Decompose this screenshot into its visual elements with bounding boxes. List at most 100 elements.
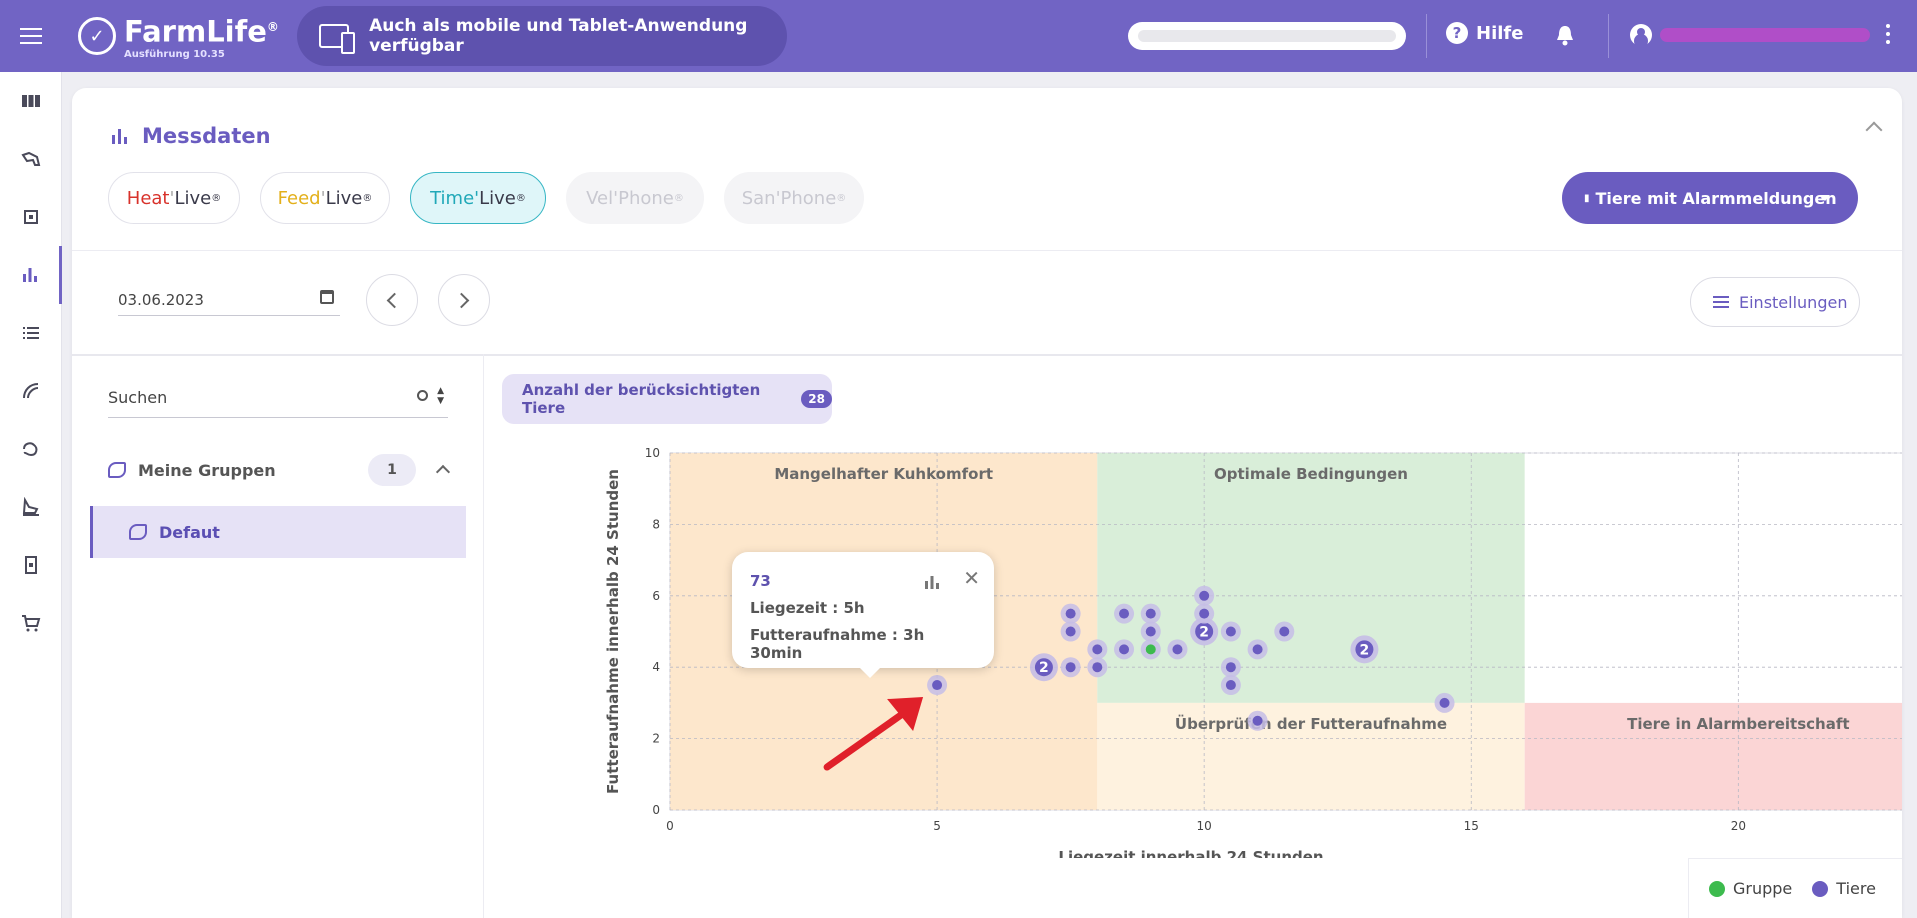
more-options-icon[interactable] [1886,24,1890,44]
main-card: Messdaten Heat ' Live ® Feed ' Live ® Time ' Liv… [72,88,1902,918]
divider [1426,14,1427,58]
menu-icon[interactable] [0,0,62,72]
zone-label: Optimale Bedingungen [1214,465,1408,483]
tab-feedlive[interactable]: Feed ' Live ® [260,172,390,224]
page-title: Messdaten [142,124,271,148]
nav-dashboard[interactable] [0,72,62,130]
bell-icon[interactable] [1556,24,1574,46]
signal-icon [23,383,39,399]
legend-group-dot [1709,880,1725,897]
zone-label: Tiere in Alarmbereitschaft [1627,715,1849,733]
tab-sanphone: San ' Phone ® [724,172,864,224]
x-tick-label: 5 [933,819,941,833]
date-input[interactable]: 03.06.2023 [118,284,340,316]
nav-reports[interactable] [0,536,62,594]
y-tick-label: 2 [652,732,660,746]
nav-feed[interactable] [0,420,62,478]
tab-post: Live [325,187,363,209]
cow-icon [21,151,41,166]
tab-post: Live [174,187,212,209]
settings-button[interactable]: Einstellungen [1690,277,1860,327]
zone-1 [1097,453,1525,703]
group-sidebar: Suchen ▲ ▼ Meine Gruppen 1 Defaut [72,354,484,918]
scatter-chart[interactable]: Mangelhafter Kuhkomfort Optimale Bedingun… [484,428,1902,858]
divider [1608,14,1609,58]
cluster-point [1034,658,1053,677]
document-icon [25,556,37,574]
stepper-icon[interactable]: ▲ ▼ [437,386,444,406]
y-axis-label: Futteraufnahme innerhalb 24 Stunden [604,469,622,794]
farmlife-logo-icon: ✓ [78,17,116,55]
tooltip-animal-id[interactable]: 73 [750,572,771,590]
user-avatar-icon[interactable] [1630,24,1652,46]
app-logo[interactable]: ✓ FarmLife® Ausführung 10.35 [78,12,279,60]
groups-count-badge: 1 [368,454,416,486]
tab-post: Live [479,187,516,209]
group-search-input[interactable]: Suchen ▲ ▼ [108,378,448,418]
product-tabs: Heat ' Live ® Feed ' Live ® Time ' Live ® Vel ' Pho… [108,172,884,224]
nav-list[interactable] [0,304,62,362]
top-search-input[interactable] [1128,22,1406,50]
group-item-defaut[interactable]: Defaut [90,506,466,558]
legend-animals-label[interactable]: Tiere [1836,879,1876,898]
group-item-label: Defaut [159,522,220,542]
date-value: 03.06.2023 [118,290,204,309]
nav-devices[interactable] [0,188,62,246]
bar-chart-icon[interactable] [924,574,940,590]
groups-label: Meine Gruppen [138,460,276,480]
y-tick-label: 4 [652,660,660,674]
next-day-button[interactable] [438,274,490,326]
x-tick-label: 20 [1731,819,1746,833]
chevron-up-icon[interactable] [435,464,451,480]
animal-point [1145,608,1156,619]
stomach-icon [23,442,38,457]
zone-2 [1097,702,1525,810]
help-button[interactable]: ? Hilfe [1446,22,1523,44]
cluster-count: 2 [1360,642,1370,658]
animal-point [1199,608,1210,619]
animal-count-badge: Anzahl der berücksichtigten Tiere 28 [502,374,832,424]
x-axis-label: Liegezeit innerhalb 24 Stunden [1058,848,1323,858]
tab-post: Phone [780,187,837,209]
dropdown-caret-icon [1820,195,1830,201]
x-tick-label: 15 [1464,819,1479,833]
nav-animals[interactable] [0,130,62,188]
my-groups-header[interactable]: Meine Gruppen 1 [108,450,458,490]
app-name: FarmLife [124,14,267,49]
help-icon: ? [1446,22,1468,44]
bar-chart-icon [22,268,37,282]
nav-shop[interactable] [0,594,62,652]
animal-point [1092,644,1103,655]
alarm-button-label: Tiere mit Alarmmeldungen [1595,188,1837,208]
close-icon[interactable]: ✕ [963,566,980,590]
previous-day-button[interactable] [366,274,418,326]
devices-icon [318,24,356,54]
animal-point [1119,644,1130,655]
y-tick-label: 6 [652,589,660,603]
legend-group-label[interactable]: Gruppe [1733,879,1793,898]
tab-pre: Heat [126,187,170,209]
mobile-app-notice[interactable]: Auch als mobile und Tablet-Anwendung ver… [296,6,787,66]
calendar-icon[interactable] [320,290,334,304]
user-name-redacted[interactable] [1660,28,1870,42]
nav-measurements[interactable] [0,246,62,304]
animal-point [1439,697,1450,708]
nav-milking[interactable] [0,478,62,536]
bar-chart-icon [112,129,127,144]
top-bar: ✓ FarmLife® Ausführung 10.35 Auch als mo… [0,0,1917,72]
animal-point [1199,590,1210,601]
y-tick-label: 10 [645,446,660,460]
app-version: Ausführung 10.35 [124,48,225,60]
tab-heatlive[interactable]: Heat ' Live ® [108,172,240,224]
tooltip-feed-intake: Futteraufnahme : 3h 30min [750,626,925,662]
tooltip-lying-time: Liegezeit : 5h [750,599,865,617]
annotation-arrow-head [887,697,924,732]
left-navigation [0,72,62,918]
cluster-point [1195,622,1214,641]
tab-timelive[interactable]: Time ' Live ® [410,172,546,224]
alarm-icon: ▮ [1584,192,1590,204]
nav-heat[interactable] [0,362,62,420]
chevron-left-icon [386,292,403,309]
collapse-chevron-icon[interactable] [1865,121,1883,139]
alarm-animals-button[interactable]: ▮ Tiere mit Alarmmeldungen [1562,172,1858,224]
